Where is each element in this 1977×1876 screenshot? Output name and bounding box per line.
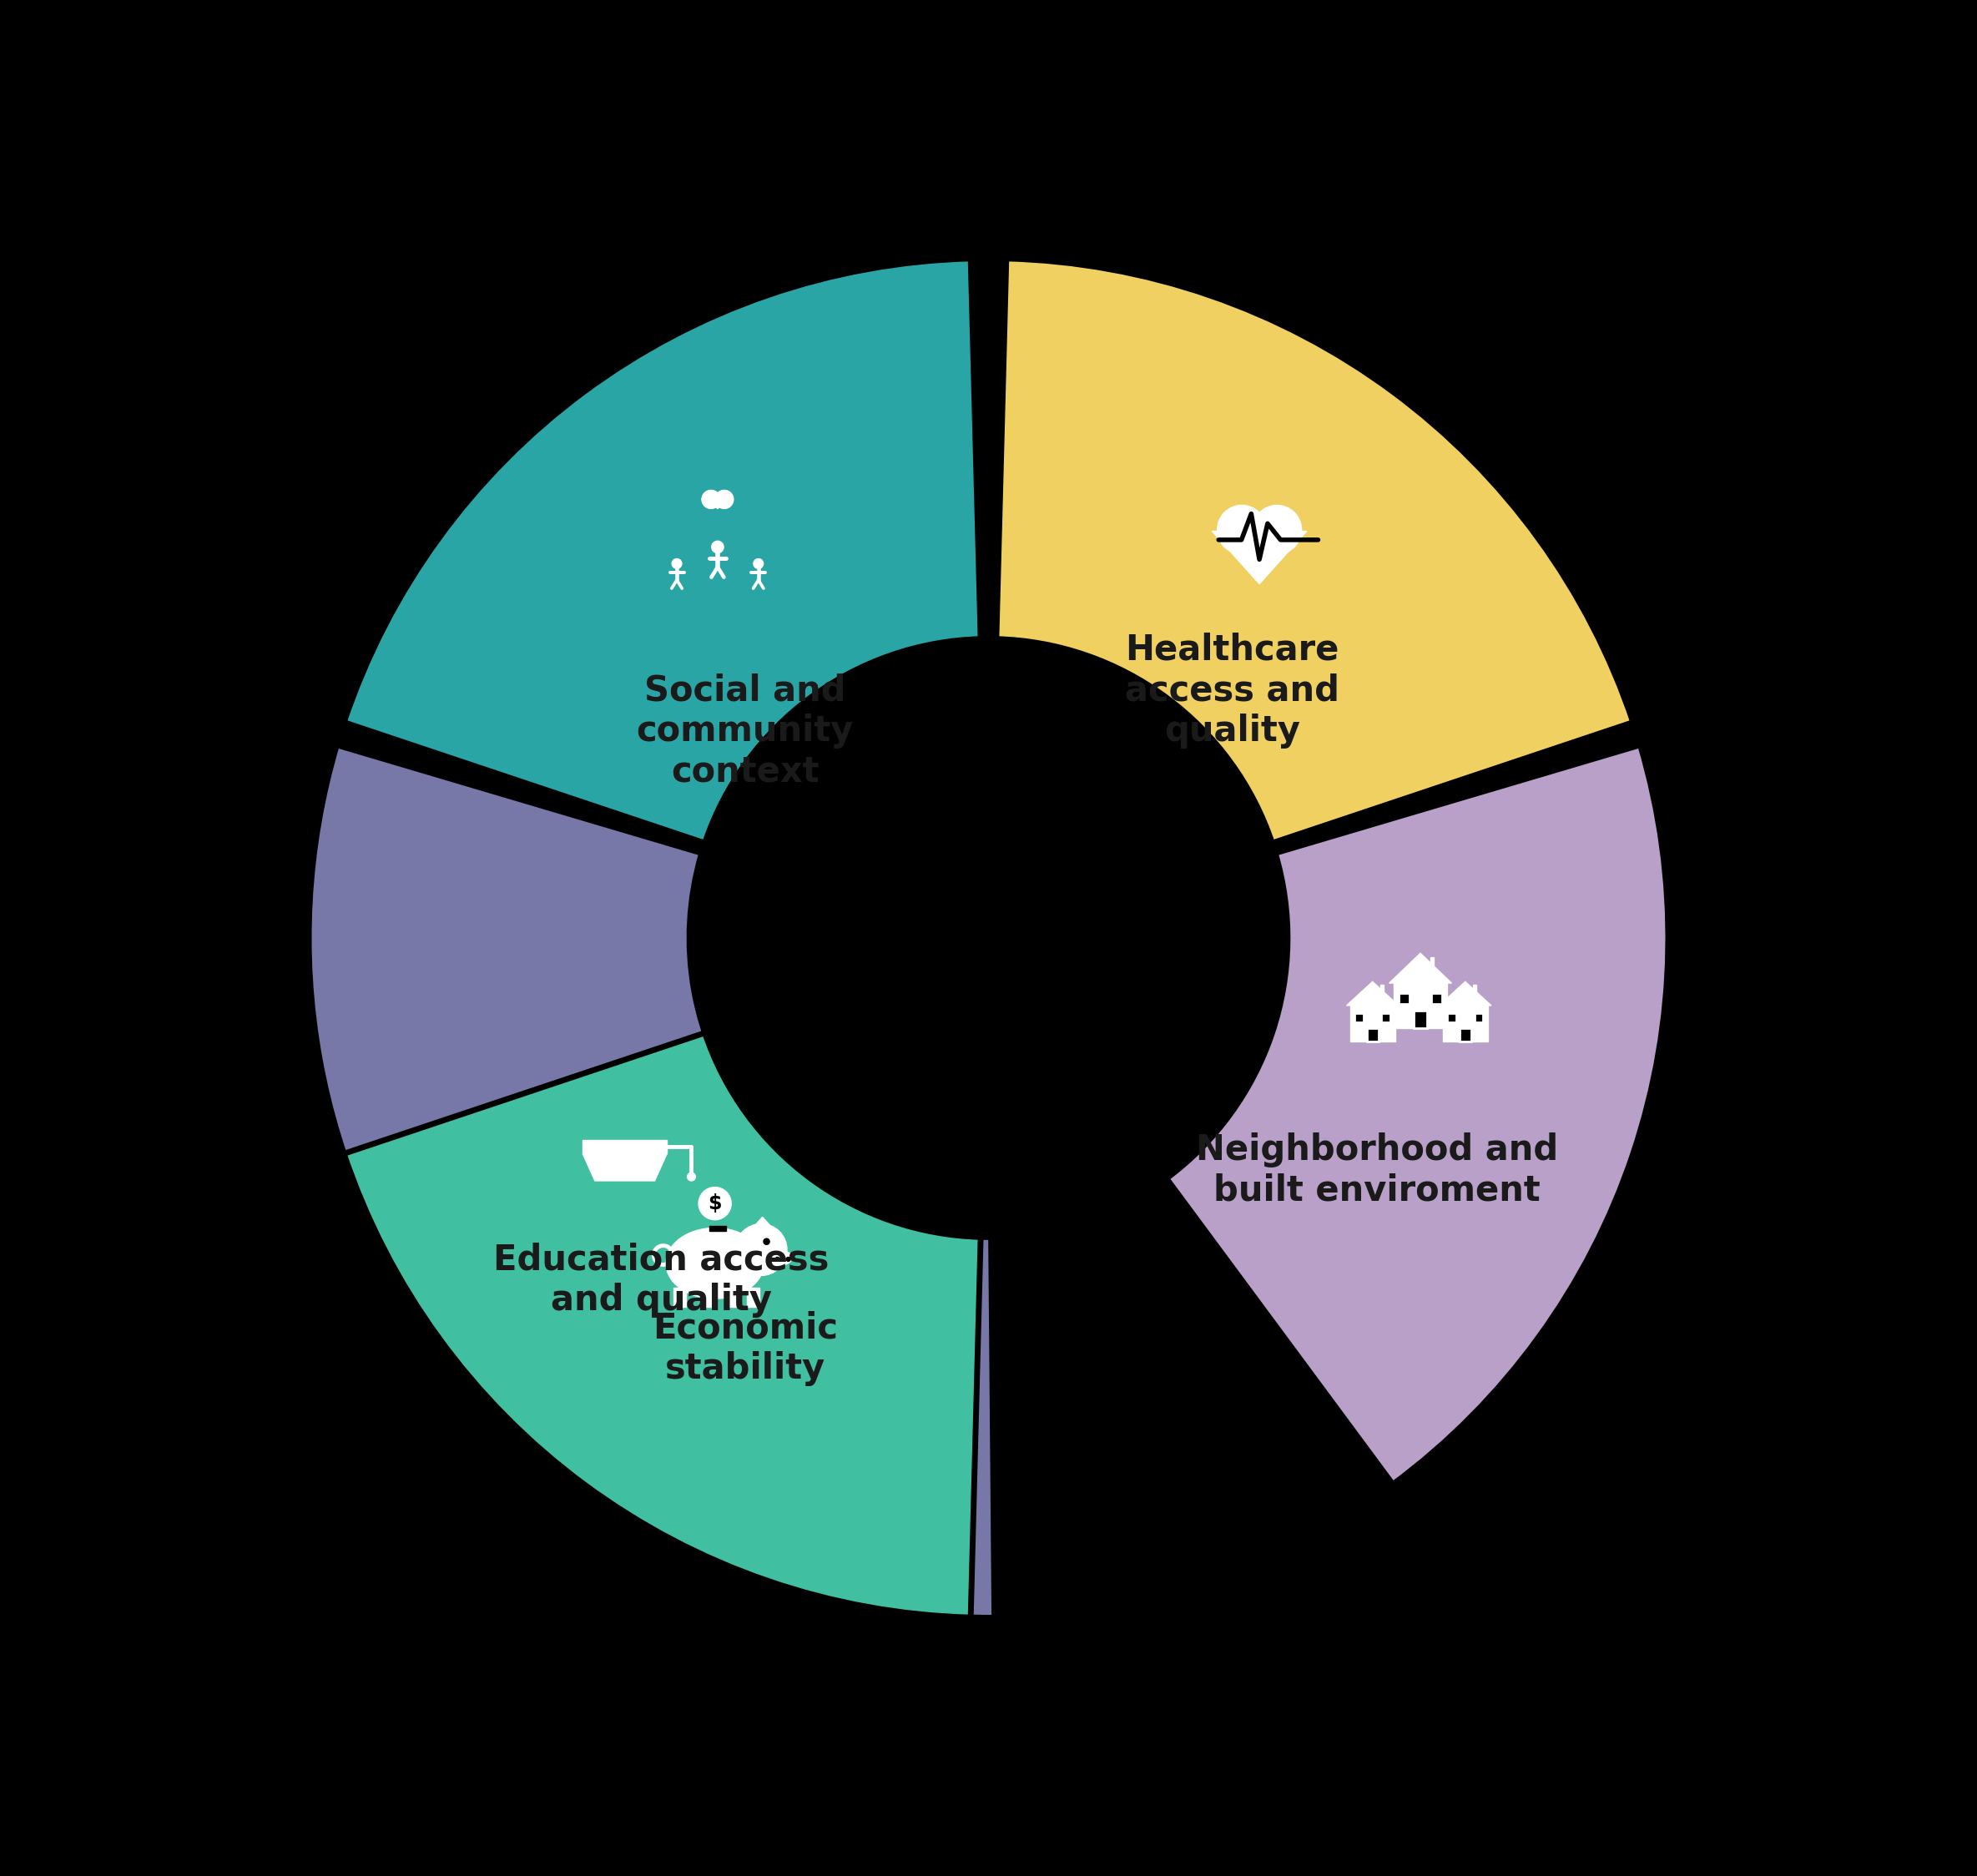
Bar	[747, 1287, 759, 1308]
Bar	[1354, 1013, 1364, 1022]
Circle shape	[690, 640, 1287, 1236]
Polygon shape	[708, 501, 728, 508]
Bar	[1380, 985, 1384, 994]
Bar	[1459, 1028, 1471, 1041]
Wedge shape	[344, 1034, 981, 1617]
Bar	[1414, 1011, 1427, 1028]
Circle shape	[775, 1257, 779, 1261]
Circle shape	[688, 1172, 696, 1180]
Circle shape	[702, 490, 720, 508]
Circle shape	[672, 559, 682, 568]
Text: Social and
community
context: Social and community context	[637, 673, 854, 790]
Text: $: $	[708, 1193, 722, 1214]
Bar	[1429, 957, 1433, 970]
Bar	[1443, 1006, 1487, 1041]
Circle shape	[753, 559, 763, 568]
Circle shape	[787, 1257, 791, 1261]
Bar	[1475, 1013, 1483, 1022]
Circle shape	[698, 1188, 731, 1219]
Circle shape	[763, 1238, 769, 1244]
Polygon shape	[583, 1154, 666, 1180]
Circle shape	[1218, 505, 1265, 553]
Wedge shape	[1166, 745, 1669, 1484]
Bar	[1473, 985, 1477, 994]
Bar	[1447, 1013, 1457, 1022]
Bar	[726, 1287, 737, 1308]
Bar	[1394, 983, 1447, 1028]
Polygon shape	[1390, 953, 1451, 983]
Bar	[1382, 1013, 1390, 1022]
Bar	[1431, 992, 1441, 1004]
Polygon shape	[749, 1218, 775, 1231]
Bar	[700, 1287, 714, 1308]
Ellipse shape	[666, 1229, 763, 1298]
Polygon shape	[1439, 981, 1491, 1006]
Ellipse shape	[775, 1251, 791, 1264]
Text: Economic
stability: Economic stability	[652, 1311, 838, 1386]
Bar	[674, 1287, 686, 1308]
Text: Education access
and quality: Education access and quality	[494, 1242, 830, 1317]
Wedge shape	[996, 259, 1633, 842]
Circle shape	[735, 1223, 787, 1276]
Polygon shape	[1212, 531, 1307, 583]
Circle shape	[716, 490, 733, 508]
Polygon shape	[1346, 981, 1398, 1006]
Bar	[1366, 1028, 1378, 1041]
Bar	[1400, 992, 1410, 1004]
Circle shape	[712, 540, 724, 553]
Polygon shape	[583, 1141, 666, 1154]
Circle shape	[1253, 505, 1301, 553]
Wedge shape	[344, 259, 981, 842]
Bar	[710, 1225, 726, 1231]
Text: Neighborhood and
built enviroment: Neighborhood and built enviroment	[1196, 1131, 1558, 1208]
Wedge shape	[308, 745, 994, 1617]
Text: Healthcare
access and
quality: Healthcare access and quality	[1125, 632, 1338, 749]
Bar	[1350, 1006, 1396, 1041]
